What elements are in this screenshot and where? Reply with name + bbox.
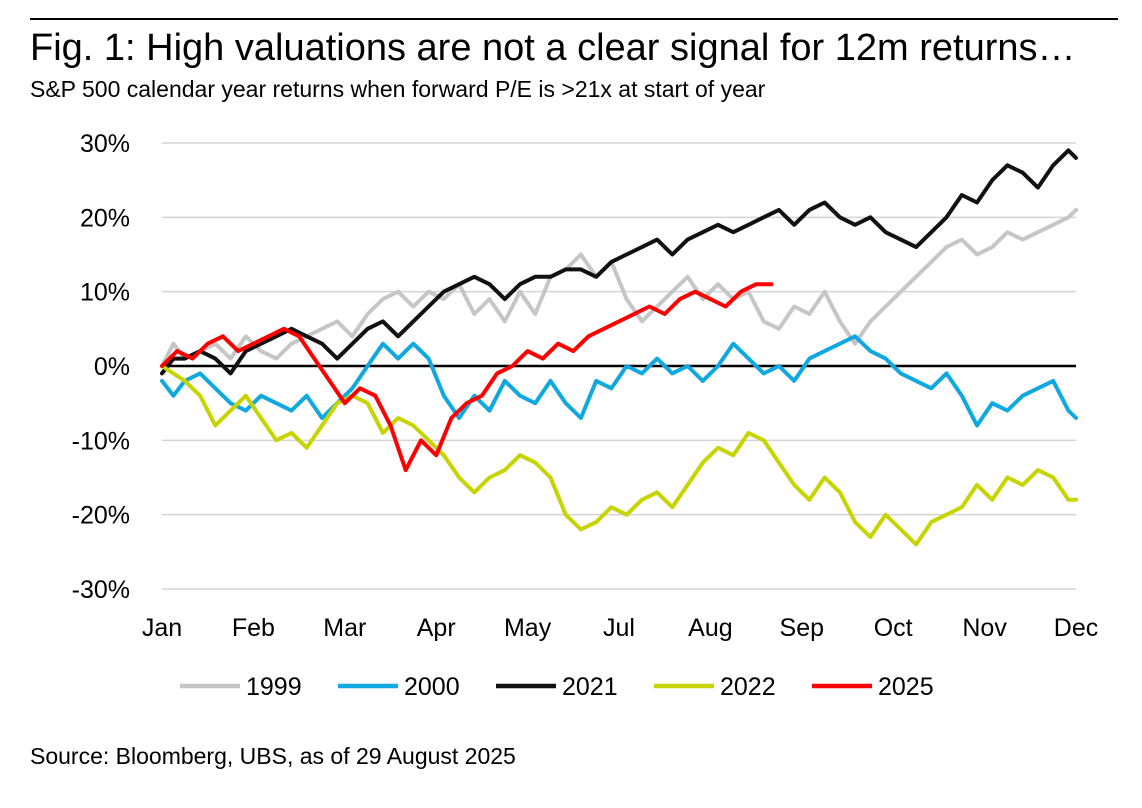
x-tick-label: May (504, 614, 552, 642)
series-line-2022 (160, 364, 1078, 547)
series-line-2000 (160, 334, 1078, 428)
legend-item-2025: 2025 (812, 673, 934, 701)
legend-item-2022: 2022 (654, 673, 776, 701)
figure-subtitle: S&P 500 calendar year returns when forwa… (30, 76, 766, 102)
x-tick-label: Mar (323, 614, 366, 642)
figure-title: Fig. 1: High valuations are not a clear … (30, 27, 1076, 69)
line-chart: 30% 20% 10% 0% -10% -20% -30% Jan Feb Mar Apr May Ju… (72, 130, 1099, 701)
x-tick-label: Dec (1054, 614, 1098, 642)
top-rule (30, 18, 1118, 20)
x-tick-label: Feb (232, 614, 275, 642)
legend-item-1999: 1999 (180, 673, 302, 701)
legend-label: 2025 (878, 673, 934, 701)
y-tick-label: -20% (72, 502, 130, 530)
series-line-1999 (160, 207, 1078, 368)
source-note: Source: Bloomberg, UBS, as of 29 August … (30, 743, 516, 769)
axis-labels: 30% 20% 10% 0% -10% -20% -30% Jan Feb Mar Apr May Ju… (72, 130, 1099, 642)
x-tick-label: Sep (780, 614, 824, 642)
x-tick-label: Jul (603, 614, 635, 642)
series-line-2025 (160, 282, 774, 473)
x-tick-label: Apr (417, 614, 456, 642)
legend-label: 2021 (562, 673, 618, 701)
y-tick-label: -30% (72, 576, 130, 604)
x-tick-label: Aug (688, 614, 732, 642)
series-lines (160, 148, 1078, 547)
y-tick-label: 0% (94, 353, 130, 381)
legend-item-2000: 2000 (338, 673, 460, 701)
y-tick-label: 20% (80, 204, 130, 232)
legend-label: 1999 (246, 673, 302, 701)
legend: 1999 2000 2021 2022 2025 (180, 673, 934, 701)
x-tick-label: Oct (874, 614, 913, 642)
y-tick-label: -10% (72, 427, 130, 455)
legend-label: 2022 (720, 673, 776, 701)
gridlines (162, 142, 1076, 590)
y-tick-label: 10% (80, 279, 130, 307)
legend-label: 2000 (404, 673, 460, 701)
y-tick-label: 30% (80, 130, 130, 158)
series-line-2021 (160, 148, 1078, 376)
legend-item-2021: 2021 (496, 673, 618, 701)
x-tick-label: Jan (142, 614, 182, 642)
x-tick-label: Nov (962, 614, 1007, 642)
